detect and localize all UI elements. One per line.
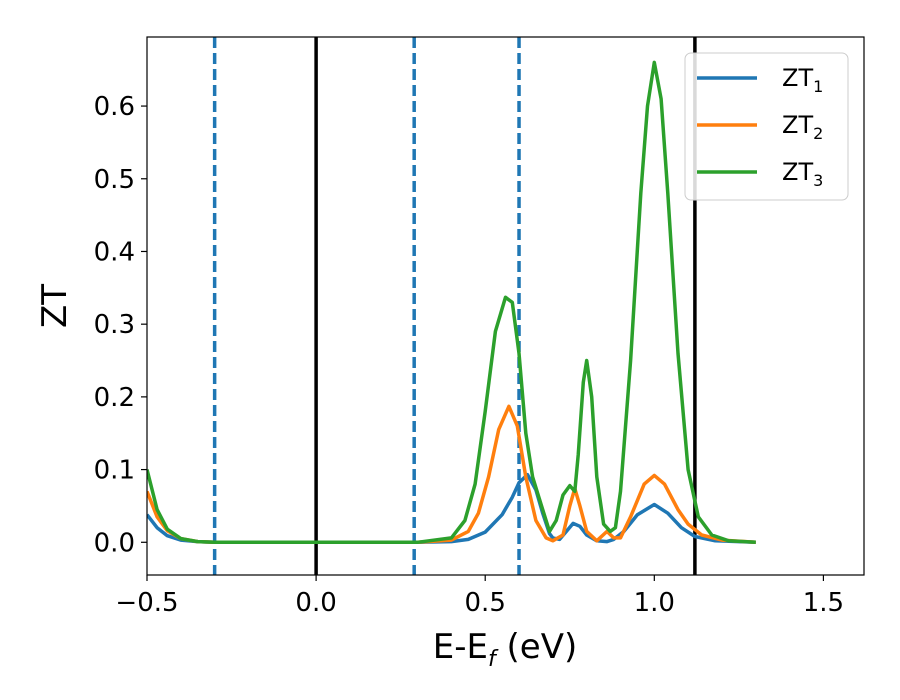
legend-label-2: ZT2 (782, 111, 823, 143)
x-axis-title-main: E-E (433, 627, 488, 667)
y-axis: 0.0 0.1 0.2 0.3 0.4 0.5 0.6 (94, 92, 147, 558)
series-layer (147, 60, 756, 545)
y-tick-label: 0.1 (94, 456, 135, 486)
series-line-2 (147, 404, 756, 545)
x-tick-label: −0.5 (115, 588, 178, 618)
legend: ZT1 ZT2 ZT3 (684, 52, 849, 201)
series-line-3 (147, 60, 756, 545)
plot-frame (146, 36, 865, 576)
y-tick-label: 0.0 (94, 528, 135, 558)
legend-box (684, 52, 849, 201)
reference-lines (212, 37, 697, 575)
x-axis-title-subscript: f (488, 647, 499, 672)
y-tick-label: 0.5 (94, 165, 135, 195)
x-axis-title-suffix: (eV) (496, 627, 578, 667)
x-axis: −0.5 0.0 0.5 1.0 1.5 (115, 575, 844, 618)
x-axis-title: E-Ef (eV) (433, 627, 578, 672)
legend-label-3: ZT3 (782, 158, 823, 190)
y-tick-label: 0.2 (94, 383, 135, 413)
legend-label-1: ZT1 (782, 64, 823, 96)
x-tick-label: 0.0 (295, 588, 336, 618)
y-tick-label: 0.3 (94, 310, 135, 340)
x-tick-label: 1.5 (803, 588, 844, 618)
y-axis-title: ZT (35, 284, 75, 328)
y-tick-label: 0.6 (94, 92, 135, 122)
x-tick-label: 1.0 (634, 588, 675, 618)
y-tick-label: 0.4 (94, 237, 135, 267)
x-tick-label: 0.5 (465, 588, 506, 618)
